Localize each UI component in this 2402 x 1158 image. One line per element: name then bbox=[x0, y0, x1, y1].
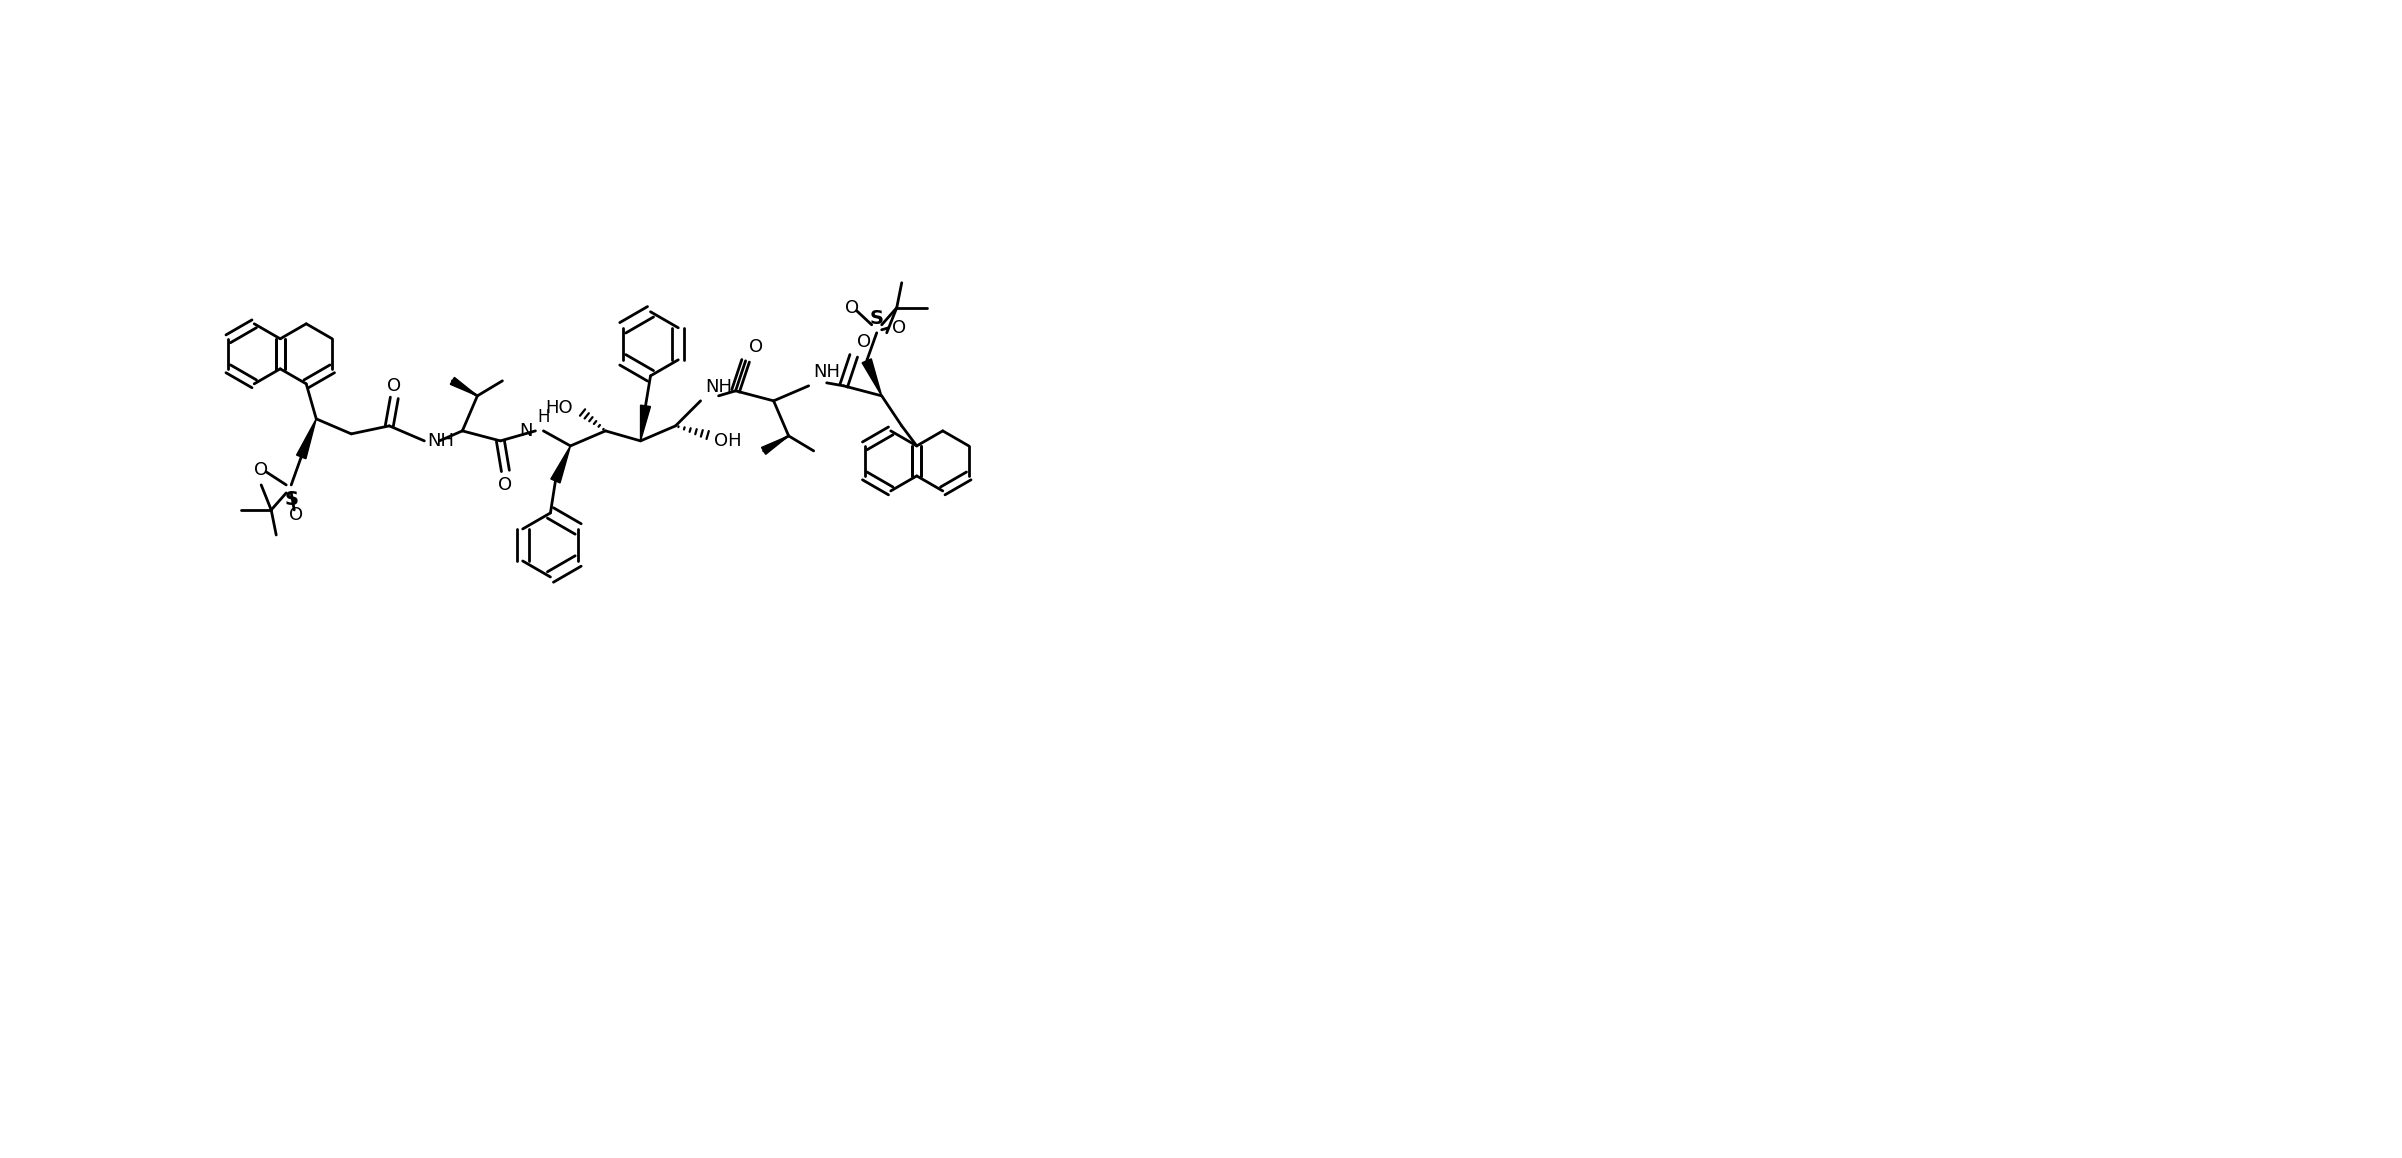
Text: O: O bbox=[288, 506, 303, 523]
Polygon shape bbox=[449, 378, 478, 396]
Text: S: S bbox=[870, 309, 884, 328]
Text: O: O bbox=[858, 332, 872, 351]
Text: O: O bbox=[891, 318, 906, 337]
Text: OH: OH bbox=[713, 432, 742, 450]
Polygon shape bbox=[641, 405, 651, 441]
Text: HO: HO bbox=[545, 398, 572, 417]
Text: O: O bbox=[255, 461, 269, 479]
Text: H: H bbox=[538, 408, 550, 426]
Polygon shape bbox=[550, 446, 569, 483]
Text: NH: NH bbox=[428, 432, 454, 450]
Text: NH: NH bbox=[814, 362, 841, 381]
Text: O: O bbox=[749, 338, 764, 356]
Text: NH: NH bbox=[706, 378, 733, 396]
Text: S: S bbox=[283, 490, 298, 508]
Text: O: O bbox=[846, 299, 860, 317]
Polygon shape bbox=[862, 359, 882, 396]
Polygon shape bbox=[761, 435, 788, 454]
Text: O: O bbox=[387, 376, 401, 395]
Text: O: O bbox=[497, 476, 512, 494]
Polygon shape bbox=[295, 419, 317, 459]
Text: N: N bbox=[519, 422, 533, 440]
